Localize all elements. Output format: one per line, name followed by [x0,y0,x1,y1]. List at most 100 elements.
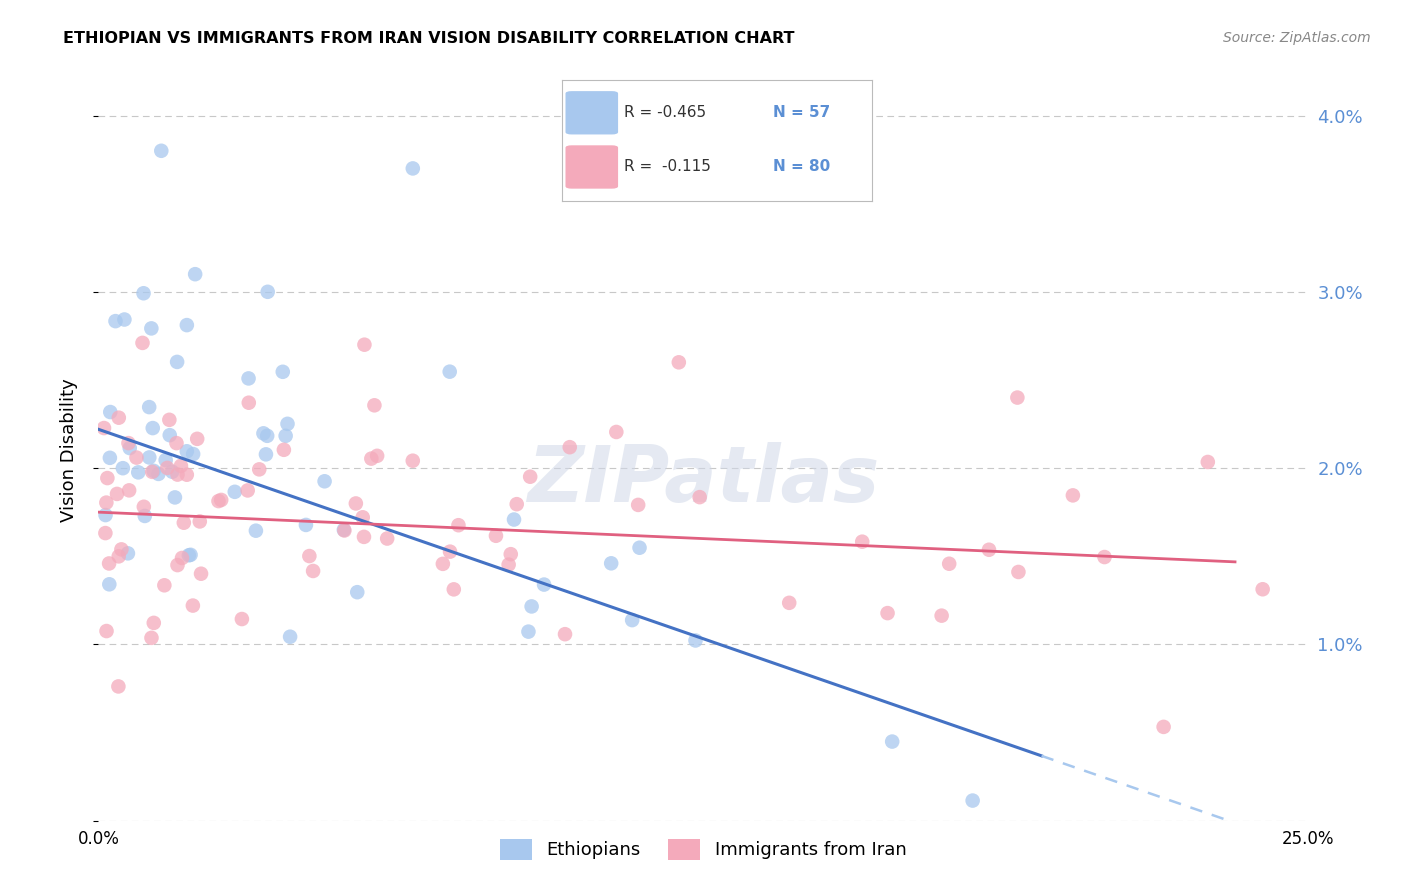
Point [1153,720,1175,734]
Point [110,542,132,557]
Point [554,627,576,641]
Point [278,630,301,644]
Point [231,612,253,626]
Point [273,442,295,457]
Point [533,577,555,591]
Point [166,558,188,573]
Point [627,498,650,512]
Point [254,447,277,461]
Point [274,429,297,443]
Point [628,541,651,555]
Point [188,515,211,529]
Point [163,491,186,505]
Text: Source: ZipAtlas.com: Source: ZipAtlas.com [1223,31,1371,45]
Point [142,421,165,435]
Point [333,524,356,538]
Point [499,547,522,561]
Point [117,546,139,560]
Point [181,599,204,613]
Point [150,144,173,158]
Point [689,490,711,504]
Point [333,523,356,537]
Point [134,508,156,523]
Point [132,500,155,514]
FancyBboxPatch shape [565,91,619,135]
Point [506,497,529,511]
Point [107,680,129,694]
Text: N = 80: N = 80 [773,160,830,175]
Point [1062,488,1084,502]
Point [353,530,375,544]
Point [98,557,121,571]
Text: R = -0.465: R = -0.465 [624,105,706,120]
Point [977,542,1000,557]
Point [107,410,129,425]
Point [485,529,508,543]
Point [159,428,181,442]
Point [668,355,690,369]
Point [170,551,193,566]
Point [98,405,121,419]
Point [498,558,520,572]
Point [176,467,198,482]
Text: ETHIOPIAN VS IMMIGRANTS FROM IRAN VISION DISABILITY CORRELATION CHART: ETHIOPIAN VS IMMIGRANTS FROM IRAN VISION… [63,31,794,46]
Y-axis label: Vision Disability: Vision Disability [59,378,77,523]
Point [402,161,425,176]
Point [117,436,139,450]
Point [346,585,368,599]
Point [96,495,118,509]
Point [685,633,707,648]
Point [166,355,188,369]
Point [176,444,198,458]
Point [256,429,278,443]
Point [314,475,336,489]
Point [238,395,260,409]
Point [344,496,367,510]
Point [605,425,627,439]
Point [271,365,294,379]
Point [93,421,115,435]
Point [111,461,134,475]
Point [118,441,141,455]
Point [224,484,246,499]
Point [160,465,183,479]
Point [295,517,318,532]
Point [148,467,170,481]
Point [180,548,202,562]
Point [366,449,388,463]
Point [94,526,117,541]
Point [157,413,180,427]
Point [519,469,541,483]
Point [439,365,461,379]
Point [298,549,321,563]
Point [447,518,470,533]
Point [181,447,204,461]
Point [138,450,160,465]
Point [142,615,165,630]
Point [938,557,960,571]
Point [94,508,117,522]
Point [141,321,163,335]
Point [96,624,118,638]
Point [141,465,163,479]
Point [517,624,540,639]
Point [132,286,155,301]
Point [962,794,984,808]
Point [177,549,200,563]
Point [876,606,898,620]
Point [131,335,153,350]
Point [142,464,165,478]
Point [153,578,176,592]
Point [778,596,800,610]
Point [443,582,465,597]
Point [207,494,229,508]
Point [882,734,904,748]
Point [1007,565,1029,579]
Point [1197,455,1219,469]
Point [170,458,193,473]
Point [166,436,188,450]
Point [184,267,207,281]
Point [176,318,198,332]
Legend: Ethiopians, Immigrants from Iran: Ethiopians, Immigrants from Iran [492,832,914,867]
Point [190,566,212,581]
